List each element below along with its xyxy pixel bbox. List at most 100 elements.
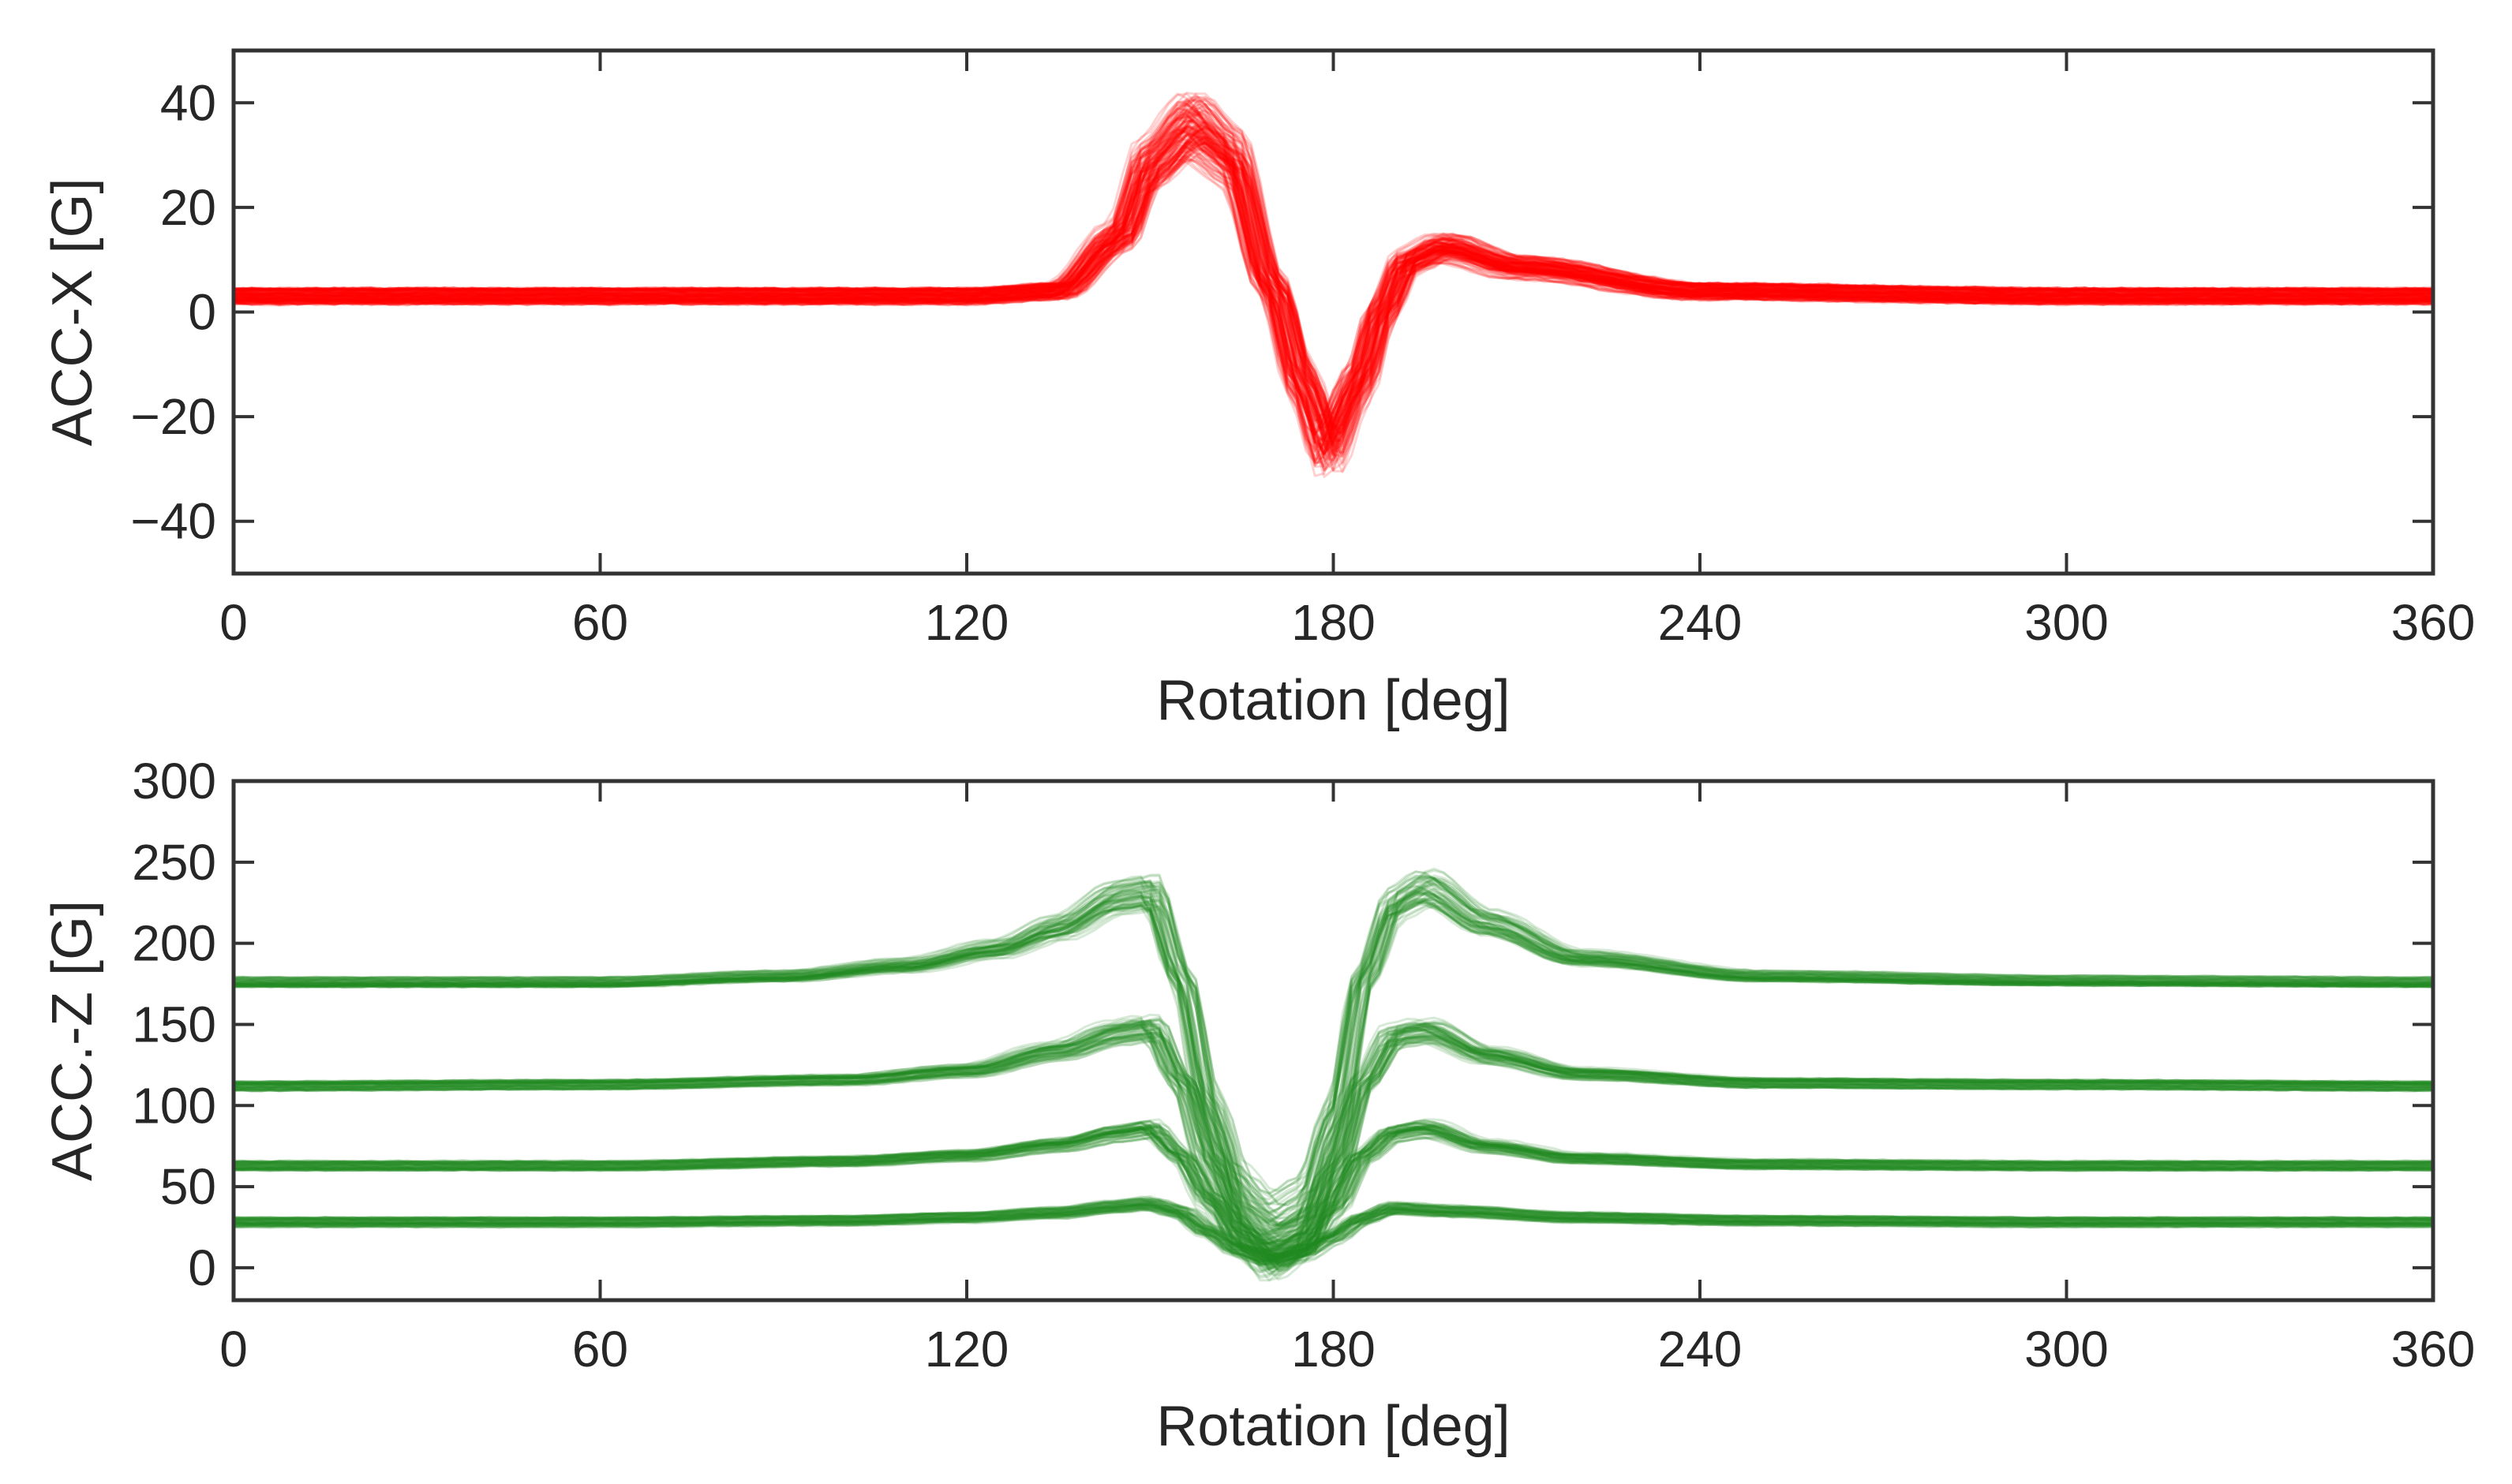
trace-line (233, 1022, 2434, 1271)
trace-line (233, 1125, 2434, 1267)
trace-line (233, 1205, 2433, 1262)
acc-x-x-axis-label: Rotation [deg] (1156, 669, 1510, 732)
trace-line (233, 1023, 2434, 1259)
x-tick-label: 300 (2024, 594, 2109, 651)
trace-line (233, 95, 2434, 458)
trace-line (233, 1019, 2434, 1266)
acc-z-traces (233, 867, 2434, 1282)
trace-line (233, 147, 2434, 431)
y-tick-label: 150 (132, 996, 216, 1052)
x-tick-label: 180 (1291, 594, 1376, 651)
trace-line (233, 1127, 2434, 1246)
trace-line (234, 131, 2433, 444)
trace-line (233, 113, 2434, 472)
trace-line (233, 136, 2434, 447)
trace-line (233, 1200, 2434, 1266)
trace-line (233, 129, 2434, 447)
trace-line (233, 133, 2434, 428)
trace-line (233, 867, 2434, 1273)
trace-line (233, 1202, 2434, 1264)
trace-line (233, 99, 2434, 454)
trace-line (233, 1029, 2434, 1247)
trace-line (233, 1197, 2434, 1261)
trace-line (233, 99, 2434, 478)
trace-line (233, 874, 2434, 1282)
trace-line (233, 1121, 2433, 1272)
trace-line (233, 1203, 2434, 1267)
y-tick-label: −40 (130, 493, 216, 550)
x-tick-label: 120 (925, 594, 1009, 651)
trace-line (233, 146, 2434, 425)
trace-line (233, 118, 2434, 453)
trace-line (233, 900, 2434, 1206)
y-tick-label: 100 (132, 1077, 216, 1134)
trace-line (233, 136, 2434, 423)
trace-line (233, 1203, 2434, 1260)
trace-line (233, 1034, 2434, 1228)
x-tick-label: 300 (2024, 1321, 2109, 1377)
trace-line (233, 879, 2434, 1258)
trace-line (233, 131, 2434, 431)
x-tick-label: 60 (572, 1321, 628, 1377)
trace-line (233, 1030, 2434, 1250)
trace-line (233, 892, 2434, 1233)
trace-line (233, 144, 2434, 414)
trace-line (233, 1133, 2434, 1254)
trace-line (233, 1122, 2434, 1264)
trace-line (233, 1201, 2434, 1267)
trace-line (233, 1025, 2434, 1245)
trace-line (233, 156, 2434, 435)
trace-line (233, 1199, 2434, 1252)
trace-line (233, 121, 2434, 458)
trace-line (233, 1035, 2434, 1227)
trace-line (233, 155, 2434, 426)
acc-x-y-axis-label: ACC-X [G] (41, 178, 104, 446)
trace-line (233, 899, 2434, 1193)
trace-line (233, 139, 2434, 435)
trace-line (233, 141, 2434, 439)
trace-line (233, 1127, 2434, 1262)
trace-line (234, 874, 2434, 1282)
trace-line (234, 892, 2434, 1241)
trace-line (233, 1125, 2434, 1247)
panel-acc-z: 0 60 120 180 240 300 360 0 50 100 150 200 250 300 Rot… (41, 753, 2475, 1458)
trace-line (233, 103, 2433, 457)
x-tick-label: 240 (1658, 594, 1743, 651)
y-tick-label: 300 (132, 753, 216, 809)
trace-line (233, 1207, 2434, 1258)
trace-line (233, 898, 2434, 1201)
trace-line (233, 901, 2434, 1206)
trace-line (233, 95, 2434, 462)
trace-line (233, 899, 2434, 1222)
trace-line (233, 1197, 2434, 1262)
trace-line (233, 1209, 2434, 1262)
trace-line (233, 1125, 2434, 1273)
trace-line (233, 125, 2434, 455)
trace-line (233, 1022, 2434, 1248)
trace-line (233, 891, 2434, 1241)
trace-line (233, 1197, 2434, 1262)
trace-line (233, 1202, 2434, 1263)
trace-line (233, 895, 2434, 1217)
trace-line (233, 1198, 2434, 1262)
trace-line (233, 129, 2434, 459)
trace-line (233, 1019, 2434, 1265)
trace-line (233, 1203, 2434, 1256)
trace-line (233, 1026, 2434, 1265)
y-tick-label: 40 (160, 74, 216, 131)
trace-line (233, 1125, 2434, 1250)
trace-line (233, 151, 2434, 438)
trace-line (233, 1121, 2434, 1271)
trace-line (233, 890, 2433, 1236)
trace-line (233, 1024, 2433, 1261)
trace-line (233, 141, 2434, 428)
trace-line (234, 1038, 2434, 1235)
trace-line (233, 116, 2434, 451)
trace-line (233, 1131, 2434, 1257)
trace-line (233, 903, 2434, 1198)
trace-line (233, 1204, 2434, 1270)
trace-line (233, 905, 2434, 1206)
trace-line (233, 129, 2434, 444)
x-tick-label: 60 (572, 594, 628, 651)
